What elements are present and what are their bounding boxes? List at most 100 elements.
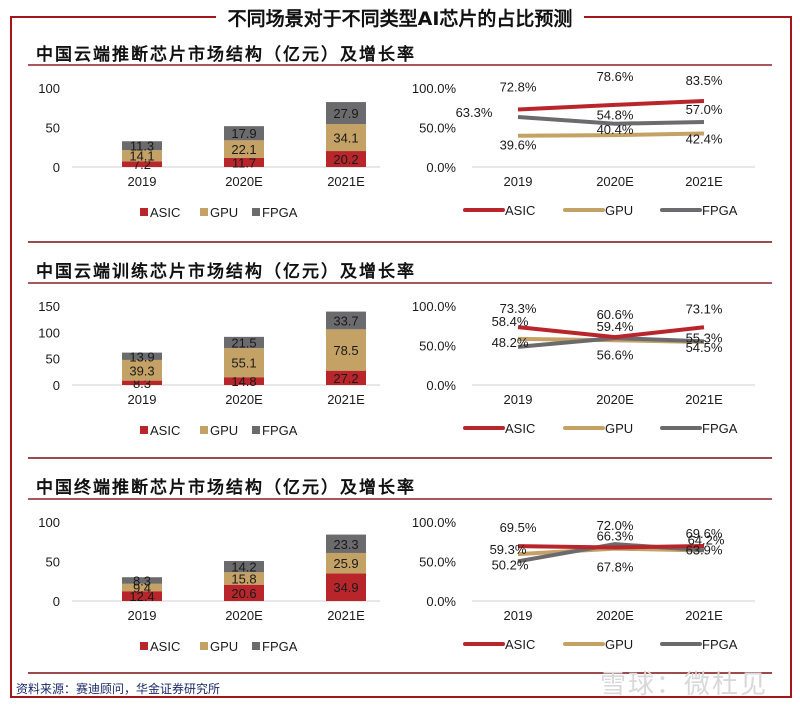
section-rule [28, 241, 772, 243]
bar-segment-gpu [224, 140, 264, 158]
legend-label: FPGA [262, 423, 298, 438]
bar-stack: 20.2 34.1 27.9 [326, 102, 366, 167]
y-tick-label: 0.0% [426, 160, 456, 175]
line-asic [517, 325, 705, 340]
data-label: 12.4 [129, 589, 154, 604]
y-tick-label: 0 [53, 160, 60, 175]
data-label: 21.5 [231, 336, 256, 351]
data-label: 63.3% [456, 105, 493, 120]
bar-stack: 7.214.111.3 [122, 139, 162, 172]
data-label: 55.3% [686, 330, 723, 345]
line-asic [517, 544, 705, 550]
legend-swatch-asic [140, 642, 148, 650]
bar-segment-gpu [326, 124, 366, 152]
data-label: 22.1 [231, 142, 256, 157]
bar-stack: 14.8 55.1 21.5 [224, 336, 264, 389]
bar-segment-gpu [122, 359, 162, 381]
bar-segment-fpga [326, 311, 366, 330]
data-label: 64.2% [688, 532, 725, 547]
data-label: 27.2 [333, 371, 358, 386]
section-rule [28, 64, 772, 66]
bar-stack: 12.49.48.3 [122, 573, 162, 604]
data-label: 73.3% [500, 301, 537, 316]
bar-segment-gpu [224, 348, 264, 378]
legend-label: ASIC [505, 421, 535, 436]
data-label: 14.8 [231, 374, 256, 389]
section-title-edge-inference: 中国终端推断芯片市场结构（亿元）及增长率 [36, 478, 416, 498]
legend-label: FPGA [262, 639, 298, 654]
x-tick-label: 2021E [685, 392, 723, 407]
data-label: 14.1 [129, 149, 154, 164]
section-rule [28, 498, 772, 500]
legend-label: GPU [605, 637, 633, 652]
data-label: 55.1 [231, 356, 256, 371]
bar-segment-asic [122, 380, 162, 385]
x-tick-label: 2021E [327, 608, 365, 623]
x-tick-label: 2020E [596, 608, 634, 623]
data-label: 69.5% [500, 520, 537, 535]
data-label: 67.8% [597, 559, 634, 574]
x-tick-label: 2021E [327, 392, 365, 407]
legend-label: GPU [210, 205, 238, 220]
legend-swatch-gpu [200, 208, 208, 216]
legend-swatch-gpu [200, 426, 208, 434]
y-tick-label: 50 [46, 121, 60, 136]
bar-chart-cloud-training: 0 50 100 150 8.3 39.3 13.9 2019 14.8 55.1 21.5 2020… [20, 288, 400, 448]
bar-stack: 27.2 78.5 33.7 [326, 311, 366, 386]
bar-segment-gpu [326, 329, 366, 371]
x-tick-label: 2019 [504, 608, 533, 623]
bar-segment-asic [326, 151, 366, 167]
x-tick-label: 2019 [128, 174, 157, 189]
bar-stack: 20.615.814.2 [224, 560, 264, 601]
data-label: 69.6% [686, 526, 723, 541]
y-tick-label: 0.0% [426, 594, 456, 609]
legend-label: GPU [210, 423, 238, 438]
data-label: 72.8% [500, 79, 537, 94]
legend-swatch-asic [140, 426, 148, 434]
source-note: 资料来源：赛迪顾问，华金证券研究所 [16, 682, 221, 696]
legend-label: ASIC [505, 203, 535, 218]
bar-segment-fpga [326, 102, 366, 125]
data-label: 20.6 [231, 586, 256, 601]
watermark: 雪球：微杜见 [600, 670, 769, 700]
legend-swatch-fpga [252, 208, 260, 216]
legend-label: ASIC [150, 639, 180, 654]
data-label: 57.0% [686, 102, 723, 117]
y-tick-label: 150 [38, 299, 60, 314]
bar-segment-asic [326, 370, 366, 385]
data-label: 83.5% [686, 73, 723, 88]
legend-swatch-asic [140, 208, 148, 216]
y-tick-label: 50 [46, 555, 60, 570]
footer-rule [28, 672, 772, 674]
data-label: 27.9 [333, 106, 358, 121]
section-title-cloud-inference: 中国云端推断芯片市场结构（亿元）及增长率 [36, 45, 416, 65]
section-title-cloud-training: 中国云端训练芯片市场结构（亿元）及增长率 [36, 262, 416, 282]
bar-segment-fpga [326, 534, 366, 553]
bar-segment-fpga [224, 126, 264, 141]
x-tick-label: 2019 [128, 392, 157, 407]
y-tick-label: 50.0% [419, 555, 456, 570]
x-tick-label: 2021E [685, 174, 723, 189]
bar-segment-gpu [326, 552, 366, 574]
legend-swatch-fpga [252, 642, 260, 650]
bar-segment-gpu [122, 150, 162, 162]
bar-segment-fpga [224, 336, 264, 349]
legend-label: ASIC [150, 423, 180, 438]
x-tick-label: 2020E [225, 392, 263, 407]
y-tick-label: 100.0% [412, 299, 457, 314]
y-tick-label: 50 [46, 352, 60, 367]
x-tick-label: 2021E [327, 174, 365, 189]
data-label: 11.3 [130, 139, 154, 154]
data-label: 39.6% [500, 138, 537, 153]
y-tick-label: 0.0% [426, 378, 456, 393]
line-gpu [517, 131, 705, 138]
legend-label: GPU [605, 421, 633, 436]
bar-segment-fpga [122, 352, 162, 360]
legend-label: FPGA [702, 421, 738, 436]
data-label: 50.2% [492, 557, 529, 572]
data-label: 63.9% [686, 543, 723, 558]
x-tick-label: 2020E [225, 174, 263, 189]
y-tick-label: 100 [38, 515, 60, 530]
y-tick-label: 100.0% [412, 515, 457, 530]
data-label: 54.8% [597, 108, 634, 123]
